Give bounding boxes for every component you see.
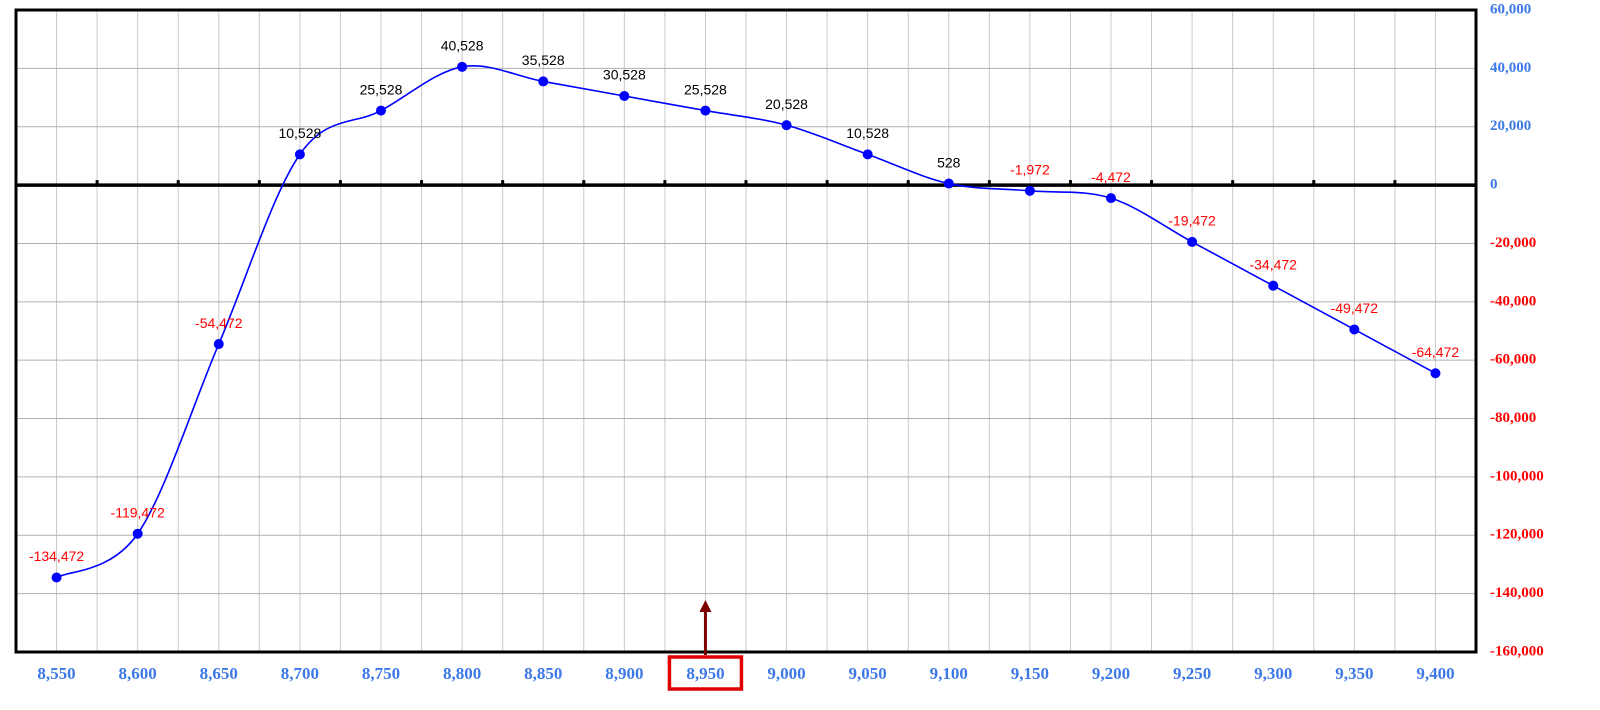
- y-tick-label: -80,000: [1490, 410, 1536, 426]
- x-tick-label: 8,700: [281, 664, 319, 683]
- x-tick-label: 8,650: [200, 664, 238, 683]
- data-label: 10,528: [846, 125, 889, 141]
- data-point: [376, 105, 386, 116]
- y-tick-label: -40,000: [1490, 293, 1536, 309]
- x-tick-label: 9,200: [1092, 664, 1130, 683]
- y-tick-label: -120,000: [1490, 527, 1544, 543]
- x-tick-label: 9,050: [849, 664, 887, 683]
- x-tick-label: 8,800: [443, 664, 481, 683]
- x-tick-label: 9,000: [767, 664, 805, 683]
- data-label: -1,972: [1010, 162, 1050, 178]
- data-label: -119,472: [111, 504, 165, 520]
- data-label: -64,472: [1412, 344, 1460, 360]
- data-label: 30,528: [603, 67, 646, 83]
- x-tick-label: 9,300: [1254, 664, 1292, 683]
- y-tick-label: -160,000: [1490, 643, 1544, 659]
- data-point: [51, 572, 62, 583]
- highlight-arrowhead: [699, 600, 712, 612]
- data-point: [1106, 193, 1116, 204]
- x-tick-label: 9,350: [1335, 664, 1373, 683]
- data-label: 40,528: [441, 38, 484, 54]
- data-point: [1187, 236, 1198, 247]
- data-label: -19,472: [1168, 213, 1216, 229]
- x-tick-label: 8,850: [524, 664, 562, 683]
- data-point: [619, 91, 630, 102]
- x-tick-label: 8,550: [37, 664, 75, 683]
- data-point: [1430, 368, 1441, 379]
- y-tick-label: 20,000: [1490, 118, 1531, 134]
- x-tick-label: 8,900: [605, 664, 643, 683]
- data-label: 528: [937, 154, 961, 170]
- x-tick-label: 8,750: [362, 664, 400, 683]
- data-label: 25,528: [360, 81, 403, 97]
- data-point: [943, 178, 954, 189]
- data-point: [213, 339, 224, 350]
- highlight-box: [667, 655, 744, 691]
- data-label: 25,528: [684, 81, 727, 97]
- data-label: -54,472: [195, 315, 243, 331]
- data-label: -34,472: [1249, 256, 1297, 272]
- grid: [15, 9, 1477, 653]
- x-tick-label: 8,600: [119, 664, 157, 683]
- plot: -160,000 -140,000 -120,000 -100,000 -80,000 -…: [14, 1, 1544, 691]
- y-tick-label: 0: [1490, 177, 1498, 193]
- data-point: [700, 105, 711, 116]
- x-tick-label: 9,100: [930, 664, 968, 683]
- x-tick-label: 9,150: [1011, 664, 1049, 683]
- y-tick-label: -60,000: [1490, 352, 1536, 368]
- data-point: [1024, 185, 1035, 196]
- data-label: 10,528: [278, 125, 321, 141]
- data-label: -134,472: [29, 548, 84, 564]
- data-point: [781, 120, 792, 131]
- x-tick-label: 9,400: [1416, 664, 1454, 683]
- data-label: 35,528: [522, 52, 565, 68]
- y-tick-label: -20,000: [1490, 235, 1536, 251]
- data-point: [862, 149, 873, 160]
- data-label: -49,472: [1331, 300, 1379, 316]
- x-tick-label: 9,250: [1173, 664, 1211, 683]
- y-tick-label: 60,000: [1490, 1, 1531, 17]
- y-tick-label: 40,000: [1490, 60, 1531, 76]
- plot-frame: [14, 8, 1478, 654]
- data-point: [1349, 324, 1360, 335]
- data-point: [538, 76, 549, 87]
- data-point: [294, 149, 305, 160]
- x-tick-label: 8,950: [686, 664, 724, 683]
- data-point: [1268, 280, 1279, 291]
- data-label: -4,472: [1091, 169, 1131, 185]
- data-point: [132, 528, 143, 539]
- data-point: [457, 61, 468, 72]
- y-tick-label: -140,000: [1490, 585, 1544, 601]
- data-label: 20,528: [765, 96, 808, 112]
- y-tick-label: -100,000: [1490, 468, 1544, 484]
